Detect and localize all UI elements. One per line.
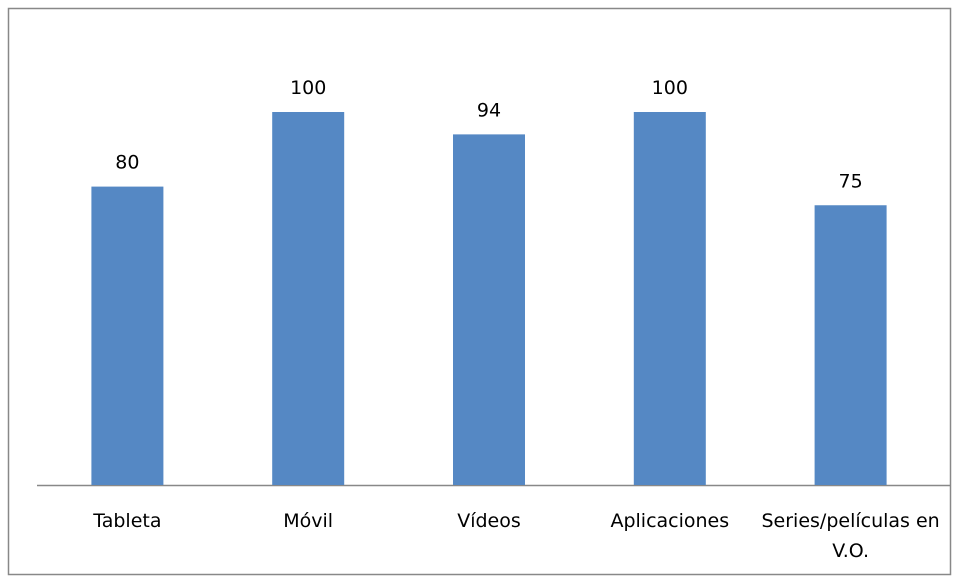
data-label: 75	[839, 170, 863, 192]
data-label: 100	[290, 77, 326, 99]
bar	[814, 205, 887, 485]
bar	[91, 186, 164, 485]
bar	[453, 134, 525, 485]
x-tick-label: Móvil	[283, 510, 334, 532]
data-label: 80	[115, 152, 139, 174]
data-label: 100	[652, 77, 688, 99]
bar	[272, 112, 345, 485]
x-tick-label: Vídeos	[457, 510, 521, 532]
x-tick-label: Aplicaciones	[610, 510, 730, 532]
x-tick-label: Tableta	[93, 510, 162, 532]
bar	[633, 112, 706, 485]
x-tick-label: Series/películas en V.O.	[761, 510, 940, 562]
data-label: 94	[477, 99, 501, 121]
